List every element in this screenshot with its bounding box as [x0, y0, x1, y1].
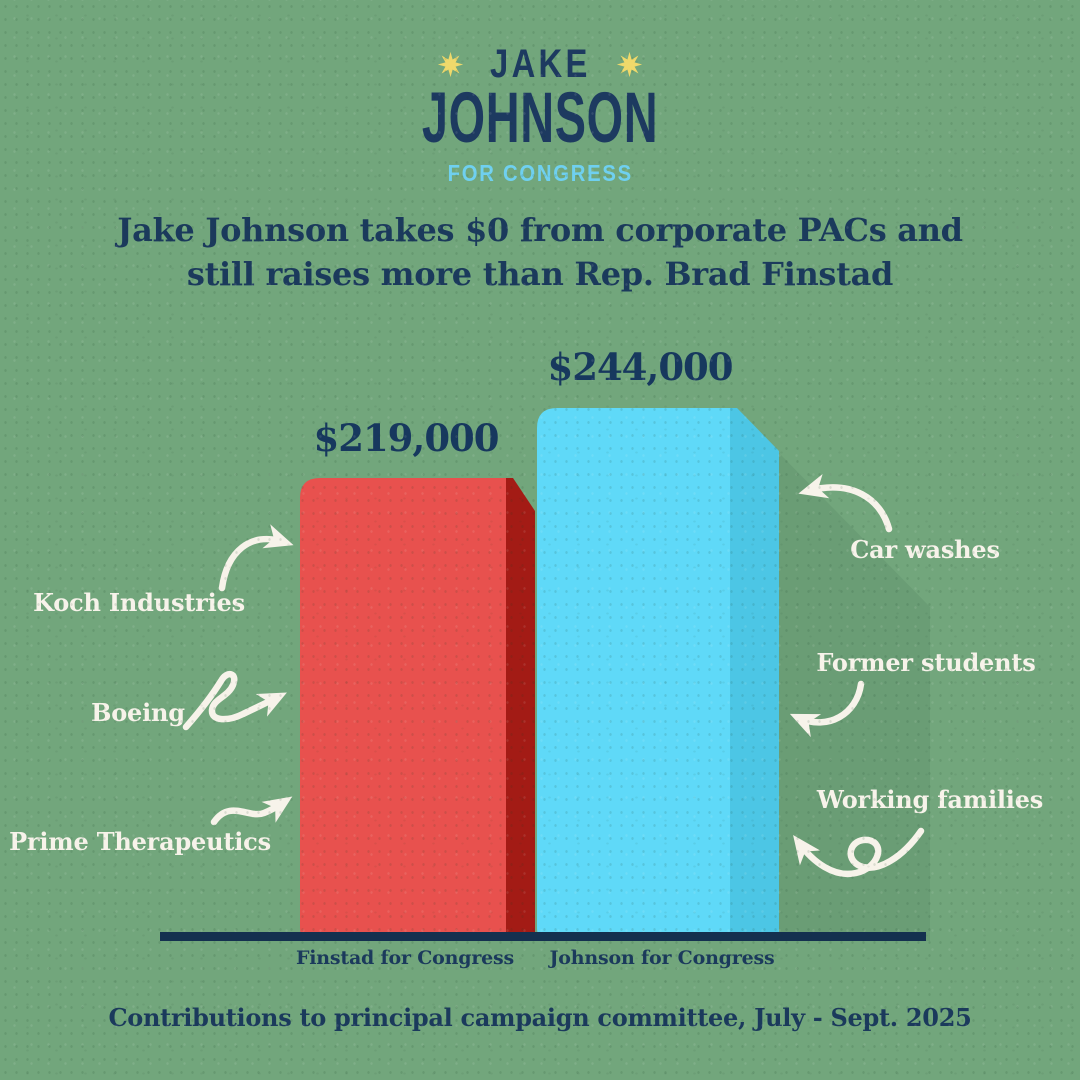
carwashes-arrow-icon	[798, 473, 893, 533]
chart-caption: Contributions to principal campaign comm…	[108, 1003, 972, 1032]
value-label-finstad: $219,000	[313, 416, 499, 460]
annotation-former-students: Former students	[816, 648, 1036, 677]
annotation-koch-industries: Koch Industries	[33, 588, 245, 617]
category-label-finstad: Finstad for Congress	[295, 947, 515, 969]
boeing-arrow-icon	[182, 671, 287, 731]
prime-arrow-icon	[210, 796, 293, 826]
students-arrow-icon	[789, 680, 865, 738]
logo-top-row: JAKE	[437, 42, 644, 87]
star-icon	[437, 51, 463, 78]
annotation-prime-therapeutics: Prime Therapeutics	[9, 827, 271, 856]
logo-last-name: JOHNSON	[421, 79, 659, 158]
families-arrow-icon	[793, 827, 925, 878]
star-icon	[617, 51, 643, 78]
category-label-johnson: Johnson for Congress	[549, 947, 775, 969]
annotation-car-washes: Car washes	[850, 535, 1000, 564]
bar-finstad-side	[506, 478, 535, 940]
bar-johnson-side	[730, 408, 779, 940]
bar-johnson	[537, 408, 779, 940]
logo-tagline: FOR CONGRESS	[447, 160, 633, 186]
annotation-working-families: Working families	[816, 785, 1044, 814]
logo-first-name: JAKE	[489, 42, 591, 86]
koch-arrow-icon	[218, 524, 294, 592]
headline-line-2: still raises more than Rep. Brad Finstad	[186, 255, 894, 293]
campaign-logo: JAKE JOHNSON FOR CONGRESS	[0, 42, 1080, 187]
bar-finstad	[300, 478, 535, 940]
axis-line	[160, 932, 926, 941]
headline: Jake Johnson takes $0 from corporate PAC…	[0, 208, 1080, 296]
annotation-boeing: Boeing	[91, 698, 185, 727]
value-label-johnson: $244,000	[547, 345, 733, 389]
headline-line-1: Jake Johnson takes $0 from corporate PAC…	[117, 211, 963, 249]
